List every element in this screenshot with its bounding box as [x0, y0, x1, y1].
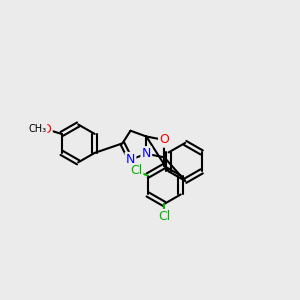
Text: Cl: Cl	[130, 164, 142, 177]
Text: N: N	[142, 147, 151, 160]
Text: Cl: Cl	[158, 210, 170, 223]
Text: CH₃: CH₃	[28, 124, 46, 134]
Text: O: O	[42, 123, 52, 136]
Text: O: O	[159, 134, 169, 146]
Text: N: N	[126, 153, 135, 166]
